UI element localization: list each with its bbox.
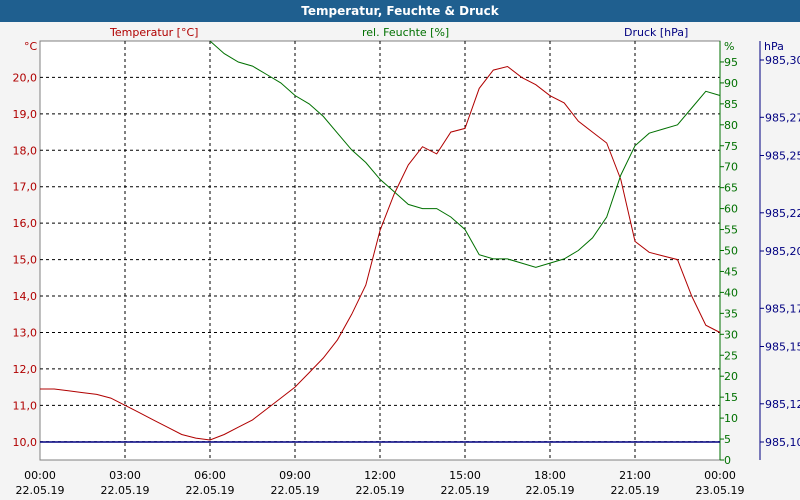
x-tick-date: 22.05.19 (16, 484, 65, 497)
humidity-tick-label: 60 (724, 203, 738, 216)
pressure-axis-title: Druck [hPa] (624, 26, 688, 39)
temperature-tick-label: 20,0 (13, 71, 38, 84)
humidity-tick-label: 0 (724, 454, 731, 467)
humidity-tick-label: 70 (724, 161, 738, 174)
temperature-series-line (40, 65, 721, 441)
humidity-tick-label: 85 (724, 98, 738, 111)
temperature-tick-label: 12,0 (13, 363, 38, 376)
temperature-tick-label: 15,0 (13, 254, 38, 267)
temperature-tick-label: 17,0 (13, 181, 38, 194)
x-tick-time: 12:00 (364, 469, 396, 482)
pressure-tick-label: 985,22 (765, 207, 800, 220)
temperature-tick-label: 14,0 (13, 290, 38, 303)
humidity-tick-label: 5 (724, 433, 731, 446)
humidity-series-line (209, 40, 721, 268)
pressure-tick-label: 985,17 (765, 302, 800, 315)
humidity-tick-label: 80 (724, 119, 738, 132)
temperature-unit-label: °C (24, 40, 38, 53)
humidity-tick-label: 55 (724, 224, 738, 237)
temperature-tick-label: 18,0 (13, 144, 38, 157)
humidity-tick-label: 25 (724, 349, 738, 362)
pressure-tick-label: 985,27 (765, 111, 800, 124)
x-tick-time: 06:00 (194, 469, 226, 482)
humidity-tick-label: 15 (724, 391, 738, 404)
x-tick-time: 18:00 (534, 469, 566, 482)
humidity-tick-label: 50 (724, 245, 738, 258)
x-tick-time: 00:00 (24, 469, 56, 482)
pressure-tick-label: 985,10 (765, 436, 800, 449)
humidity-tick-label: 30 (724, 328, 738, 341)
pressure-unit-label: hPa (764, 40, 784, 53)
humidity-unit-label: % (724, 40, 734, 53)
x-tick-date: 22.05.19 (101, 484, 150, 497)
humidity-tick-label: 40 (724, 286, 738, 299)
x-tick-date: 22.05.19 (271, 484, 320, 497)
pressure-tick-label: 985,25 (765, 150, 800, 163)
x-tick-time: 00:00 (704, 469, 736, 482)
humidity-tick-label: 65 (724, 182, 738, 195)
pressure-tick-label: 985,30 (765, 54, 800, 67)
humidity-tick-label: 10 (724, 412, 738, 425)
temperature-axis-title: Temperatur [°C] (109, 26, 198, 39)
x-tick-date: 22.05.19 (356, 484, 405, 497)
temperature-tick-label: 19,0 (13, 108, 38, 121)
x-tick-time: 21:00 (619, 469, 651, 482)
humidity-tick-label: 35 (724, 307, 738, 320)
chart-title: Temperatur, Feuchte & Druck (0, 0, 800, 22)
pressure-tick-label: 985,12 (765, 398, 800, 411)
temperature-tick-label: 16,0 (13, 217, 38, 230)
temperature-tick-label: 11,0 (13, 399, 38, 412)
pressure-tick-label: 985,20 (765, 245, 800, 258)
humidity-axis-title: rel. Feuchte [%] (362, 26, 449, 39)
temperature-tick-label: 10,0 (13, 436, 38, 449)
x-tick-time: 15:00 (449, 469, 481, 482)
pressure-tick-label: 985,15 (765, 341, 800, 354)
humidity-tick-label: 95 (724, 56, 738, 69)
x-tick-date: 22.05.19 (441, 484, 490, 497)
humidity-tick-label: 75 (724, 140, 738, 153)
x-tick-date: 22.05.19 (611, 484, 660, 497)
x-tick-date: 23.05.19 (696, 484, 745, 497)
x-tick-time: 09:00 (279, 469, 311, 482)
x-tick-date: 22.05.19 (186, 484, 235, 497)
x-tick-time: 03:00 (109, 469, 141, 482)
x-tick-date: 22.05.19 (526, 484, 575, 497)
humidity-tick-label: 20 (724, 370, 738, 383)
temperature-tick-label: 13,0 (13, 326, 38, 339)
humidity-tick-label: 45 (724, 265, 738, 278)
humidity-tick-label: 90 (724, 77, 738, 90)
